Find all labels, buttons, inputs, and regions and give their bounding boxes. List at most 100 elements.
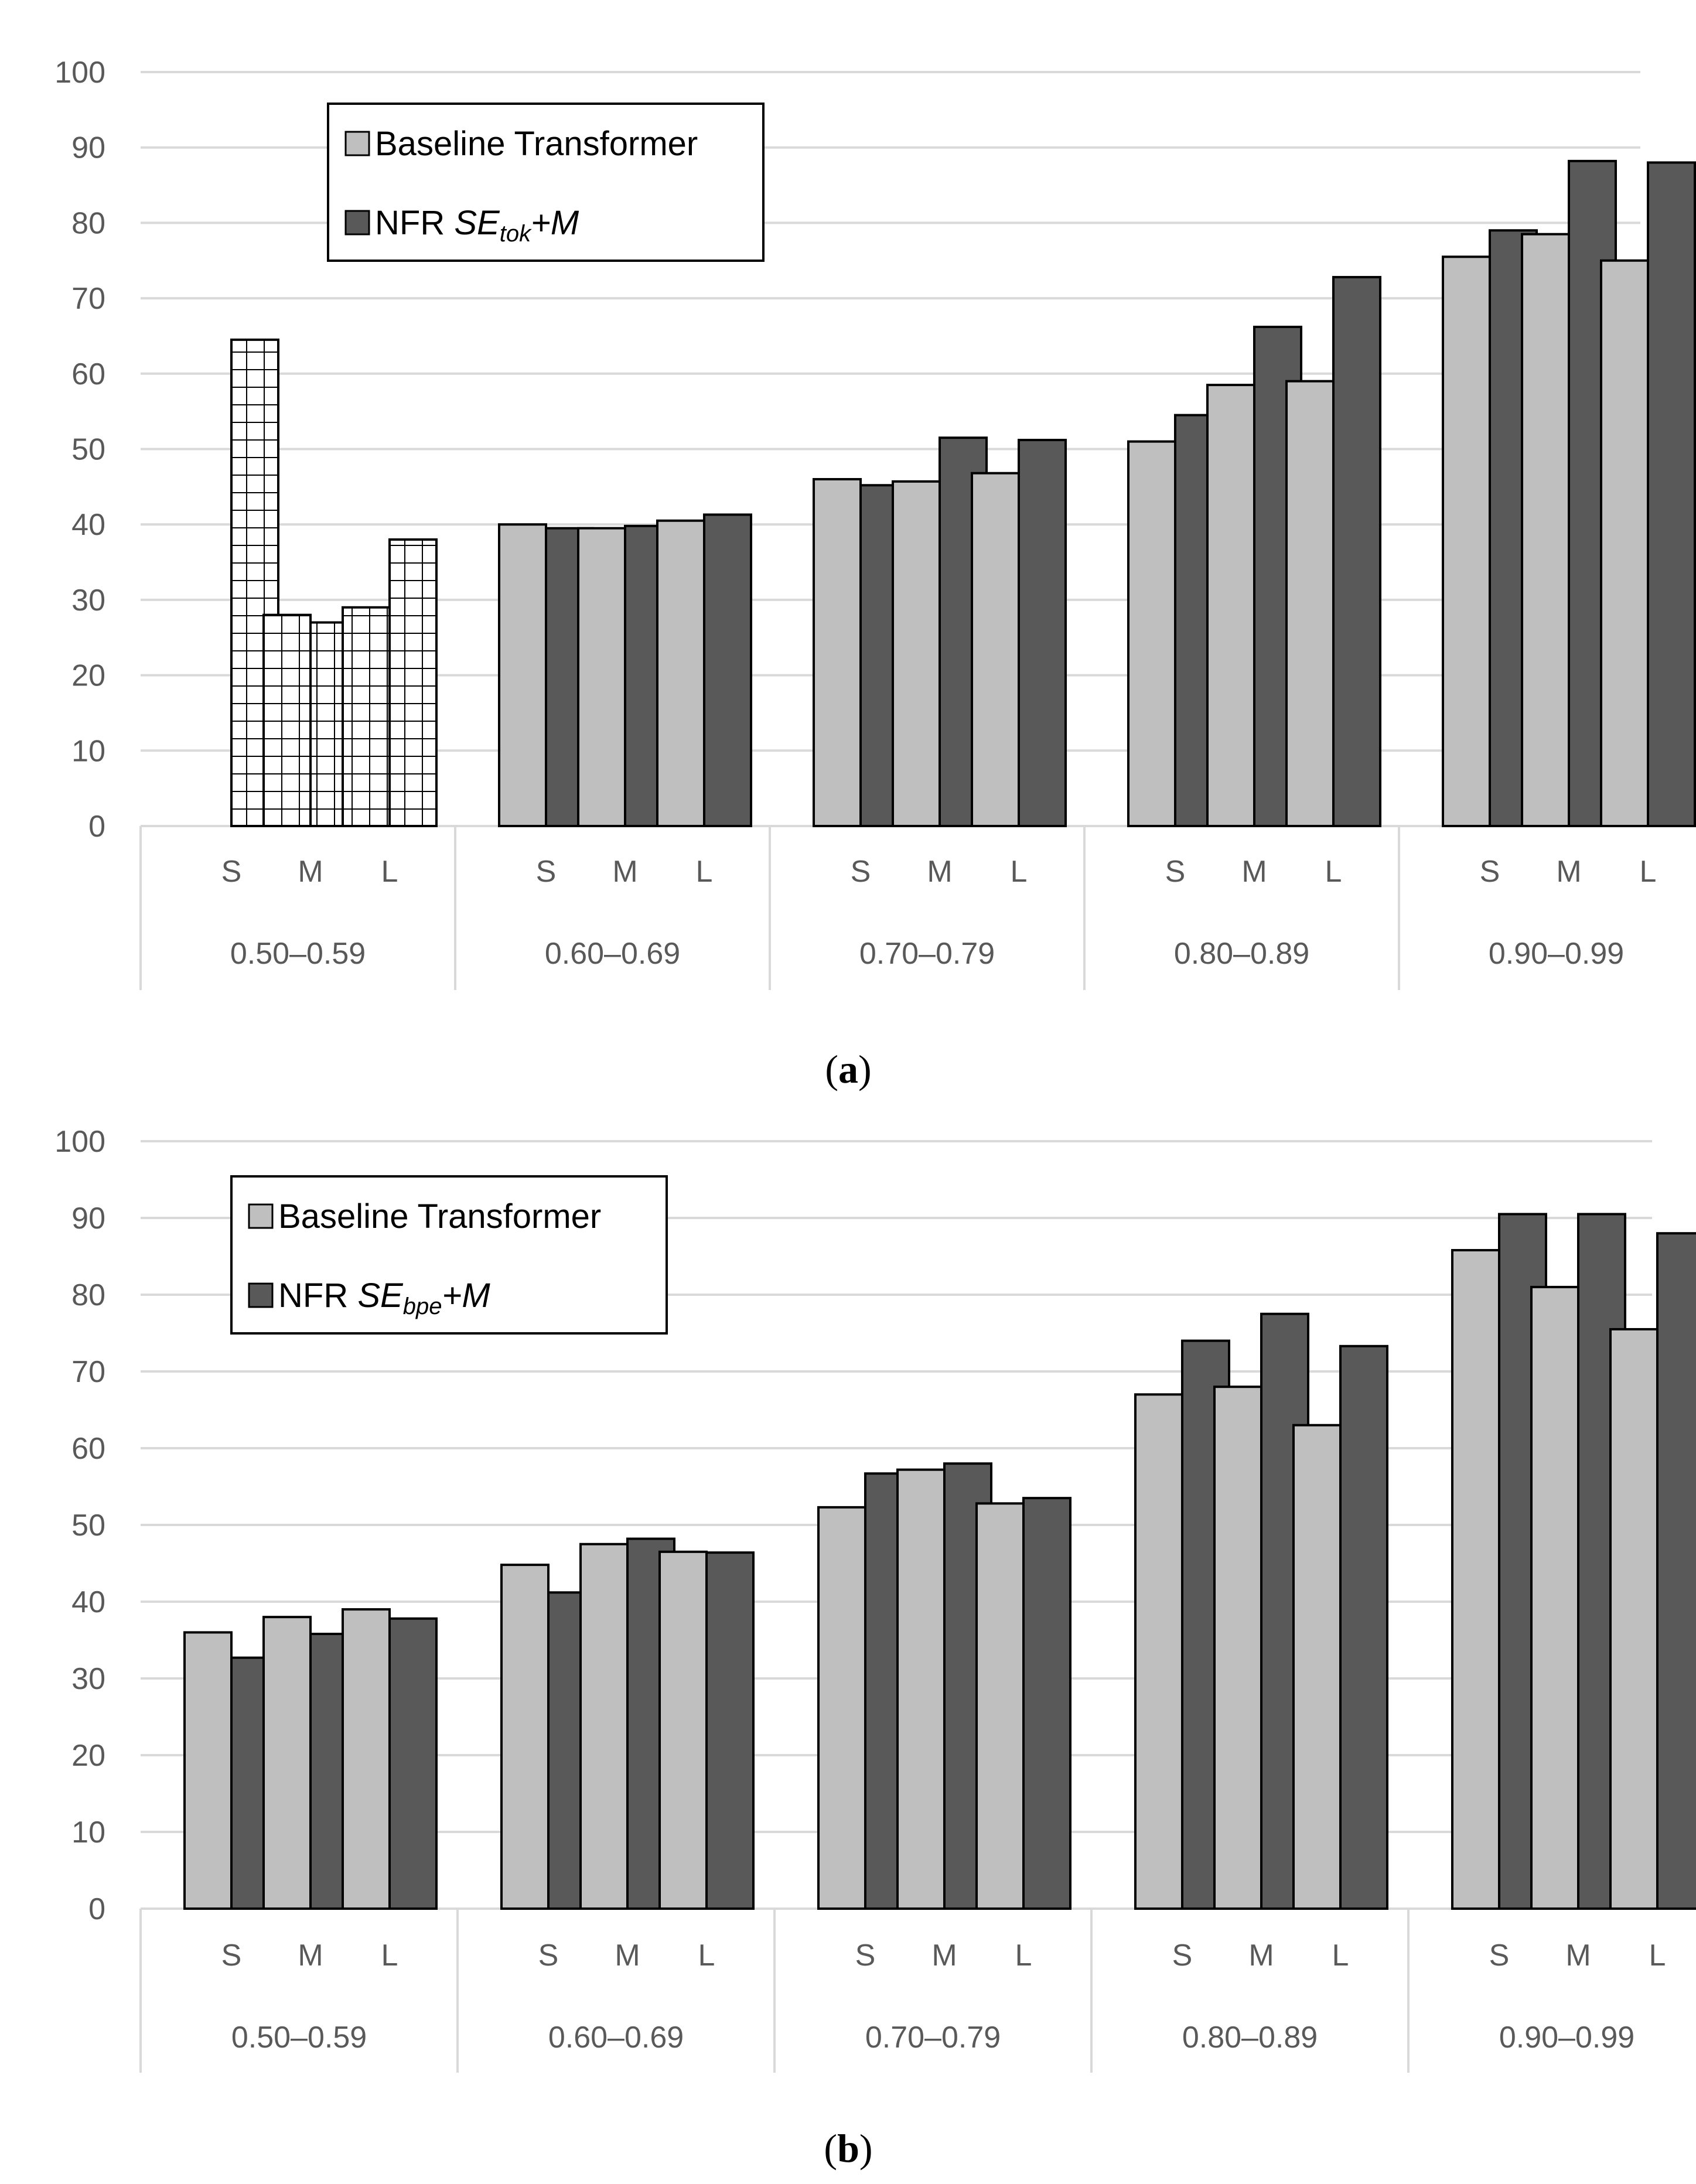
subcategory-label: M — [1565, 1939, 1591, 1973]
y-tick-label: 80 — [71, 1278, 105, 1312]
nfr-bar — [1018, 439, 1067, 827]
baseline-bar — [500, 1564, 550, 1910]
y-tick-label: 90 — [71, 1202, 105, 1236]
subcategory-label: S — [1172, 1939, 1193, 1973]
y-tick-label: 100 — [54, 56, 105, 90]
baseline-bar — [1127, 440, 1176, 827]
y-tick-label: 10 — [71, 1816, 105, 1849]
baseline-bar — [498, 523, 547, 827]
subcategory-label: L — [696, 855, 713, 889]
subcategory-label: L — [381, 855, 398, 889]
subcategory-label: S — [855, 1939, 876, 1973]
group-label: 0.70–0.79 — [859, 937, 995, 971]
baseline-bar — [1442, 255, 1491, 827]
subcategory-label: L — [1325, 855, 1342, 889]
subcategory-label: L — [1011, 855, 1028, 889]
subcategory-label: L — [1640, 855, 1657, 889]
legend-swatch — [344, 131, 370, 156]
baseline-bar — [892, 480, 941, 827]
baseline-bar — [817, 1506, 866, 1910]
y-tick-label: 10 — [71, 734, 105, 768]
group-label: 0.50–0.59 — [231, 2021, 367, 2055]
y-tick-label: 80 — [71, 206, 105, 240]
baseline-bar — [1530, 1285, 1579, 1910]
y-tick-label: 50 — [71, 1509, 105, 1543]
baseline-bar — [183, 1631, 233, 1910]
nfr-bar — [388, 538, 438, 827]
nfr-bar — [1656, 1232, 1696, 1910]
group-label: 0.90–0.99 — [1489, 937, 1624, 971]
subcategory-label: M — [1248, 1939, 1274, 1973]
baseline-bar — [1600, 259, 1649, 827]
group-label: 0.80–0.89 — [1182, 2021, 1318, 2055]
group-label: 0.80–0.89 — [1174, 937, 1309, 971]
subcategory-label: S — [538, 1939, 559, 1973]
nfr-bar — [1022, 1497, 1071, 1910]
subcategory-label: S — [1480, 855, 1500, 889]
baseline-bar — [1285, 380, 1335, 827]
y-tick-label: 60 — [71, 357, 105, 391]
baseline-bar — [656, 519, 705, 827]
panel-caption: (b) — [824, 2126, 872, 2171]
subcategory-label: L — [698, 1939, 715, 1973]
y-tick-label: 60 — [71, 1432, 105, 1466]
baseline-bar — [658, 1550, 708, 1910]
nfr-bar — [1332, 276, 1381, 827]
legend-swatch — [248, 1203, 274, 1229]
y-tick-label: 40 — [71, 508, 105, 542]
baseline-bar — [1134, 1393, 1183, 1910]
baseline-bar — [262, 613, 312, 827]
baseline-bar — [579, 1543, 629, 1910]
nfr-bar — [703, 513, 752, 827]
baseline-bar — [1213, 1386, 1262, 1910]
group-label: 0.60–0.69 — [545, 937, 680, 971]
subcategory-label: S — [221, 1939, 242, 1973]
subcategory-label: L — [1649, 1939, 1666, 1973]
y-tick-label: 50 — [71, 433, 105, 467]
y-tick-label: 40 — [71, 1585, 105, 1619]
baseline-bar — [975, 1502, 1025, 1910]
y-tick-label: 20 — [71, 659, 105, 693]
subcategory-label: M — [1556, 855, 1581, 889]
baseline-bar — [896, 1468, 946, 1910]
baseline-bar — [813, 477, 862, 827]
subcategory-label: L — [381, 1939, 398, 1973]
nfr-bar — [1647, 161, 1696, 828]
legend-label: Baseline Transformer — [278, 1197, 601, 1236]
baseline-bar — [577, 527, 626, 827]
group-label: 0.70–0.79 — [865, 2021, 1001, 2055]
legend-box — [230, 1175, 668, 1335]
chart-panel-b: 0 10 20 30 40 50 60 70 80 90 100 0.50–0.59 S M L 0.60–0… — [54, 1125, 1696, 2171]
baseline-bar — [1521, 233, 1570, 827]
legend-label: NFR SEbpe+M — [278, 1277, 490, 1319]
group-label: 0.50–0.59 — [230, 937, 366, 971]
y-tick-label: 20 — [71, 1739, 105, 1773]
subcategory-label: M — [931, 1939, 957, 1973]
subcategory-label: M — [615, 1939, 640, 1973]
baseline-bar — [1609, 1328, 1659, 1910]
nfr-bar — [705, 1551, 755, 1910]
subcategory-label: S — [1489, 1939, 1510, 1973]
group-label: 0.90–0.99 — [1499, 2021, 1634, 2055]
legend-label: Baseline Transformer — [375, 125, 698, 163]
baseline-bar — [1451, 1249, 1500, 1910]
subcategory-label: M — [612, 855, 637, 889]
y-tick-label: 0 — [88, 810, 105, 844]
nfr-bar — [388, 1617, 438, 1910]
y-tick-label: 30 — [71, 583, 105, 617]
baseline-bar — [1206, 384, 1255, 827]
subcategory-label: S — [851, 855, 871, 889]
subcategory-label: L — [1332, 1939, 1349, 1973]
subcategory-label: M — [1241, 855, 1267, 889]
y-tick-label: 90 — [71, 131, 105, 165]
legend-label: NFR SEtok+M — [375, 204, 579, 247]
subcategory-label: L — [1015, 1939, 1032, 1973]
subcategory-label: M — [298, 855, 323, 889]
baseline-bar — [971, 472, 1020, 827]
subcategory-label: M — [298, 1939, 323, 1973]
baseline-bar — [1292, 1424, 1342, 1910]
subcategory-label: S — [1165, 855, 1186, 889]
nfr-bar — [1339, 1344, 1388, 1910]
baseline-bar — [262, 1616, 312, 1910]
